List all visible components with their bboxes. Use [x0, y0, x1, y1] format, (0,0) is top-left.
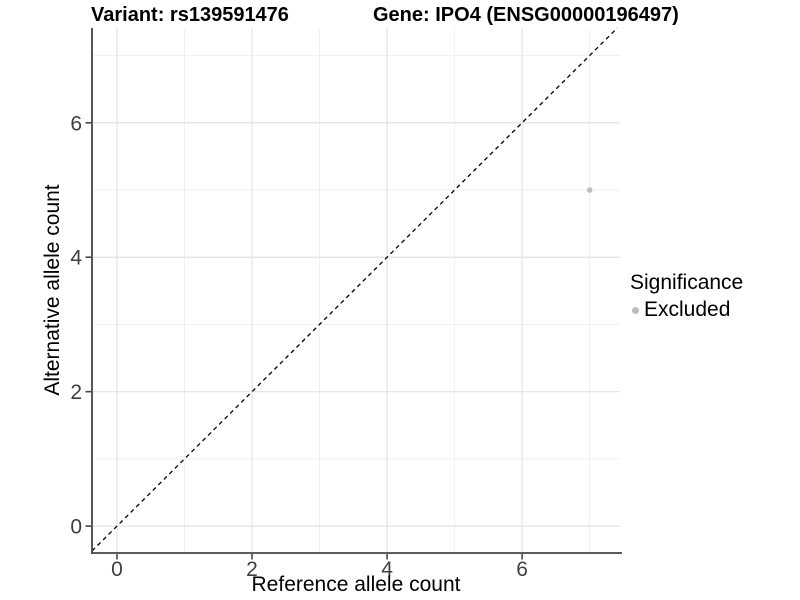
legend-item-label: Excluded — [644, 298, 731, 321]
x-axis-title: Reference allele count — [251, 573, 461, 596]
y-tick-label: 2 — [70, 381, 82, 404]
legend-title: Significance — [630, 271, 744, 294]
plot-title-variant: Variant: rs139591476 — [91, 4, 289, 26]
data-point — [586, 187, 593, 193]
identity-dashed-line — [91, 27, 618, 552]
legend: Significance Excluded — [630, 271, 743, 322]
y-axis-title: Alternative allele count — [41, 184, 64, 396]
x-tick-label: 4 — [381, 558, 393, 581]
x-tick-label: 0 — [111, 558, 123, 581]
y-tick-label: 4 — [70, 247, 82, 270]
legend-item-excluded: Excluded — [630, 298, 743, 322]
y-tick-label: 6 — [70, 112, 82, 135]
x-tick-label: 2 — [246, 558, 258, 581]
y-tick-label: 0 — [70, 516, 82, 539]
plot-title-gene: Gene: IPO4 (ENSG00000196497) — [373, 4, 679, 26]
legend-point-icon — [632, 306, 639, 314]
x-tick-label: 6 — [516, 558, 528, 581]
